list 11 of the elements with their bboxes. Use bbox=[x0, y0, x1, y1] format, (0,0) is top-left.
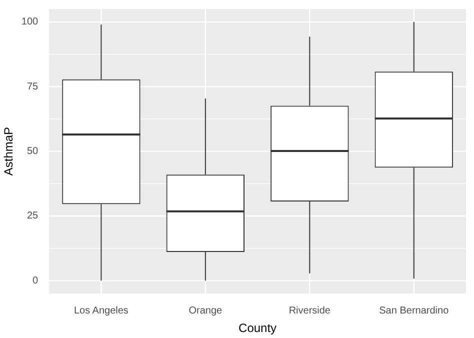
y-axis-title: AsthmaP bbox=[2, 126, 16, 176]
y-tick-label: 75 bbox=[26, 81, 39, 92]
x-tick-label: Riverside bbox=[288, 305, 331, 316]
y-tick-label: 100 bbox=[21, 16, 39, 28]
y-tick-label: 25 bbox=[26, 210, 39, 222]
x-axis-title: County bbox=[238, 321, 277, 336]
x-tick-label: Los Angeles bbox=[74, 305, 128, 316]
x-tick-label: Orange bbox=[188, 305, 223, 316]
y-tick-label: 0 bbox=[32, 275, 39, 286]
x-tick-label: San Bernardino bbox=[379, 305, 450, 316]
y-tick-label: 50 bbox=[26, 146, 39, 158]
